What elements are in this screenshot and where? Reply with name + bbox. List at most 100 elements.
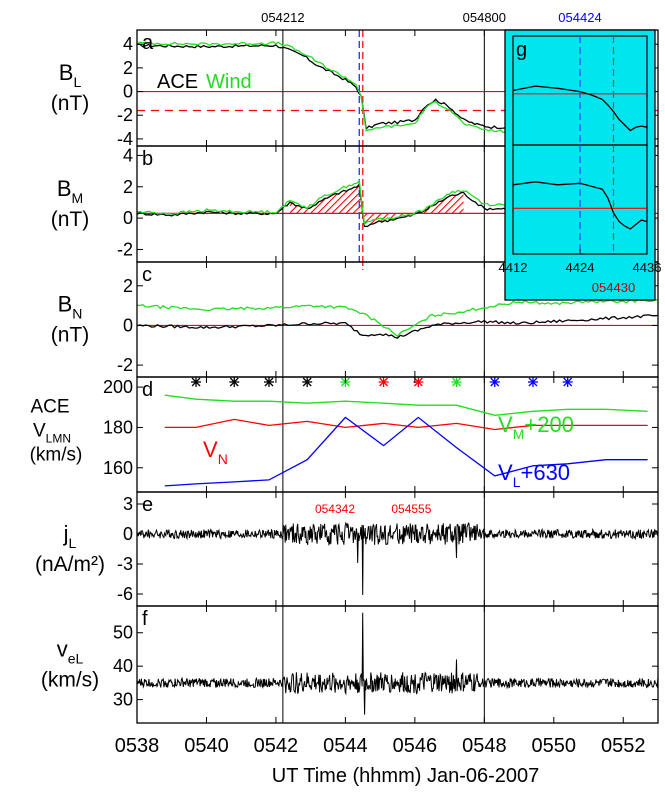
asterisk-stroke: [452, 377, 462, 387]
inset-series-line: [512, 85, 648, 132]
y-axis-label: BL: [59, 60, 82, 90]
asterisk-stroke: [490, 377, 500, 387]
panel-plot-area: [164, 377, 648, 492]
y-tick-label: 50: [113, 623, 133, 643]
series-line-v2: [164, 416, 648, 487]
y-tick-label: 0: [123, 315, 133, 335]
hatched-area: [289, 185, 464, 228]
y-axis-unit: (nT): [51, 92, 90, 115]
inset-bottom-label: 054430: [592, 280, 635, 295]
panel-letter: f: [142, 608, 148, 630]
panel-frame: [136, 605, 659, 724]
legend-label: ACE: [157, 71, 198, 93]
panel-plot-area: [137, 606, 658, 723]
x-tick-label: 0552: [601, 735, 646, 757]
x-tick-label: 0546: [393, 735, 438, 757]
panel-letter: e: [142, 494, 153, 516]
asterisk-stroke: [563, 377, 573, 387]
y-axis-label: jL: [63, 521, 77, 551]
panel-f: 50 40 30 f veL(km/s): [41, 605, 659, 724]
signal-trace: [137, 612, 658, 715]
asterisk-marker: [263, 377, 274, 387]
x-tick-label: 0540: [184, 735, 229, 757]
asterisk-stroke: [264, 377, 274, 387]
inset-layer: g 4412 4424 4436 054430 054424: [499, 10, 661, 301]
asterisk-marker: [527, 377, 538, 387]
y-tick-label: -3: [117, 554, 133, 574]
y-tick-label: 2: [123, 58, 133, 78]
panel-e: 054342 054555 3 0 -3 -6 e jL(nA/m²): [35, 491, 659, 607]
y-tick-label: 2: [123, 177, 133, 197]
y-tick-label: 2: [123, 276, 133, 296]
inset-series-line: [512, 181, 648, 230]
y-tick-label: 4: [123, 34, 133, 54]
asterisk-marker: [562, 377, 573, 387]
panel-plot-area: [137, 492, 658, 606]
top-time-label: 054212: [261, 10, 304, 25]
x-axis-title: UT Time (hhmm) Jan-06-2007: [272, 765, 540, 787]
y-axis-unit: (km/s): [41, 669, 99, 692]
series-line-wind: [137, 179, 513, 226]
y-tick-label: 4: [123, 145, 133, 165]
inset-x-tick-label: 4424: [566, 260, 595, 275]
series-line-wind: [137, 41, 513, 134]
x-tick-label: 0548: [462, 735, 507, 757]
inset-letter: g: [516, 39, 527, 61]
y-tick-label: 40: [113, 656, 133, 676]
asterisk-stroke: [379, 377, 389, 387]
x-axis-layer: 0538 0540 0542 0544 0546 0548 0550 0552 UT Time …: [115, 735, 646, 787]
top-annotation-layer: 054212 054800: [261, 10, 506, 25]
panel-c: 2 0 -2 c BN(nT): [51, 261, 659, 378]
y-axis-label: BM: [57, 176, 83, 206]
asterisk-marker: [378, 377, 389, 387]
time-annotation: 054555: [391, 502, 431, 516]
panel-a: 4 2 0 -2 -4 a BL(nT) ACE Wind: [51, 29, 659, 149]
asterisk-marker: [413, 377, 424, 387]
panel-letter: a: [142, 32, 154, 54]
y-axis-unit: (nA/m²): [35, 553, 105, 576]
asterisk-stroke: [302, 377, 312, 387]
y-tick-label: 180: [103, 417, 133, 437]
x-tick-label: 0538: [115, 735, 160, 757]
legend-label: Wind: [206, 71, 252, 93]
asterisk-marker: [191, 377, 202, 387]
series-line-v0: [164, 394, 648, 416]
series-line-wind: [137, 299, 658, 338]
asterisk-stroke: [528, 377, 538, 387]
series-line-v1: [164, 418, 648, 431]
inset-x-tick-label: 4412: [499, 260, 528, 275]
asterisk-stroke: [413, 377, 423, 387]
panel-plot-area: [137, 262, 658, 377]
y-axis-unit: (km/s): [30, 445, 83, 466]
panel-letter: c: [142, 264, 152, 286]
y-tick-label: 30: [113, 690, 133, 710]
y-tick-label: -6: [117, 584, 133, 604]
asterisk-stroke: [191, 377, 201, 387]
y-tick-label: -2: [117, 105, 133, 125]
y-tick-label: 160: [103, 458, 133, 478]
y-axis-label: ACE: [30, 397, 69, 418]
panel-letter: b: [142, 148, 153, 170]
x-tick-label: 0550: [532, 735, 577, 757]
x-tick-label: 0544: [323, 735, 368, 757]
y-axis-unit: (nT): [51, 208, 90, 231]
y-tick-label: 0: [123, 82, 133, 102]
asterisk-marker: [489, 377, 500, 387]
y-tick-label: 0: [123, 524, 133, 544]
y-axis-label: VLMN: [33, 421, 71, 446]
panel-b: 4 2 0 -2 b BM(nT): [51, 145, 659, 263]
y-axis-label: veL: [57, 637, 84, 667]
inset-panel: g 4412 4424 4436 054430: [499, 29, 661, 301]
series-label: VN: [203, 437, 228, 467]
y-tick-label: 200: [103, 377, 133, 397]
asterisk-stroke: [229, 377, 239, 387]
y-tick-label: 3: [123, 494, 133, 514]
y-tick-label: 0: [123, 208, 133, 228]
y-axis-label: BN: [58, 292, 83, 322]
y-tick-label: -2: [117, 239, 133, 259]
x-tick-label: 0542: [254, 735, 299, 757]
asterisk-marker: [451, 377, 462, 387]
series-line-ace: [137, 43, 513, 131]
